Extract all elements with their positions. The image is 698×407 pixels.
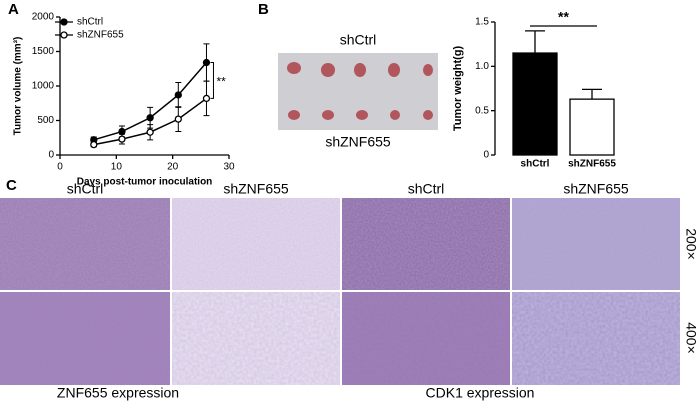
y-tick-label: 0.5	[475, 105, 489, 116]
data-point	[146, 114, 154, 122]
panel-label: B	[258, 1, 269, 18]
y-tick-label: 0	[48, 150, 54, 161]
tumors	[287, 62, 433, 120]
data-point	[202, 94, 211, 103]
y-tick-label: 1500	[32, 46, 55, 57]
data-point	[118, 127, 126, 136]
legend-label: shZNF655	[77, 30, 124, 41]
x-tick-label: shZNF655	[568, 159, 616, 170]
micrographs	[0, 198, 680, 385]
x-tick-label: 30	[223, 162, 235, 173]
bar	[512, 52, 558, 156]
y-tick-label: 1.5	[475, 17, 489, 28]
x-tick-label: 10	[111, 162, 123, 173]
panel-label: C	[6, 177, 17, 194]
x-tick-label: shCtrl	[521, 159, 550, 170]
y-tick-label: 500	[37, 115, 54, 126]
x-axis-label: Days post-tumor inoculation	[77, 177, 213, 188]
photo-label: shCtrl	[340, 32, 377, 48]
data-point	[174, 115, 182, 123]
y-tick-label: 2000	[32, 12, 55, 23]
x-tick-label: 0	[57, 162, 63, 173]
bar	[569, 98, 615, 156]
column-label: shCtrl	[408, 181, 445, 197]
y-axis-label: Tumor weight(g)	[452, 45, 464, 131]
group-label: CDK1 expression	[426, 385, 535, 401]
column-label: shZNF655	[223, 181, 289, 197]
y-tick-label: 1.0	[475, 61, 489, 72]
column-label: shZNF655	[563, 181, 629, 197]
legend-marker	[60, 31, 68, 39]
photo-label: shZNF655	[325, 134, 391, 150]
x-tick-label: 20	[167, 162, 179, 173]
data-point	[146, 128, 154, 136]
data-point	[118, 135, 126, 143]
legend-label: shCtrl	[77, 17, 103, 28]
panel-label: A	[8, 1, 19, 18]
data-point	[90, 140, 98, 149]
data-point	[202, 58, 211, 67]
y-tick-label: 0	[483, 150, 489, 161]
row-label: 200×	[683, 228, 698, 260]
annotation: **	[558, 9, 569, 25]
annotation: **	[216, 75, 226, 89]
group-label: ZNF655 expression	[57, 385, 179, 401]
y-axis-label: Tumor volume (mm³)	[13, 37, 24, 136]
legend-marker	[60, 18, 68, 26]
row-label: 400×	[683, 322, 698, 354]
data-point	[174, 91, 182, 99]
significance-bracket	[210, 62, 214, 99]
column-label: shCtrl	[67, 181, 104, 197]
y-tick-label: 1000	[32, 81, 55, 92]
